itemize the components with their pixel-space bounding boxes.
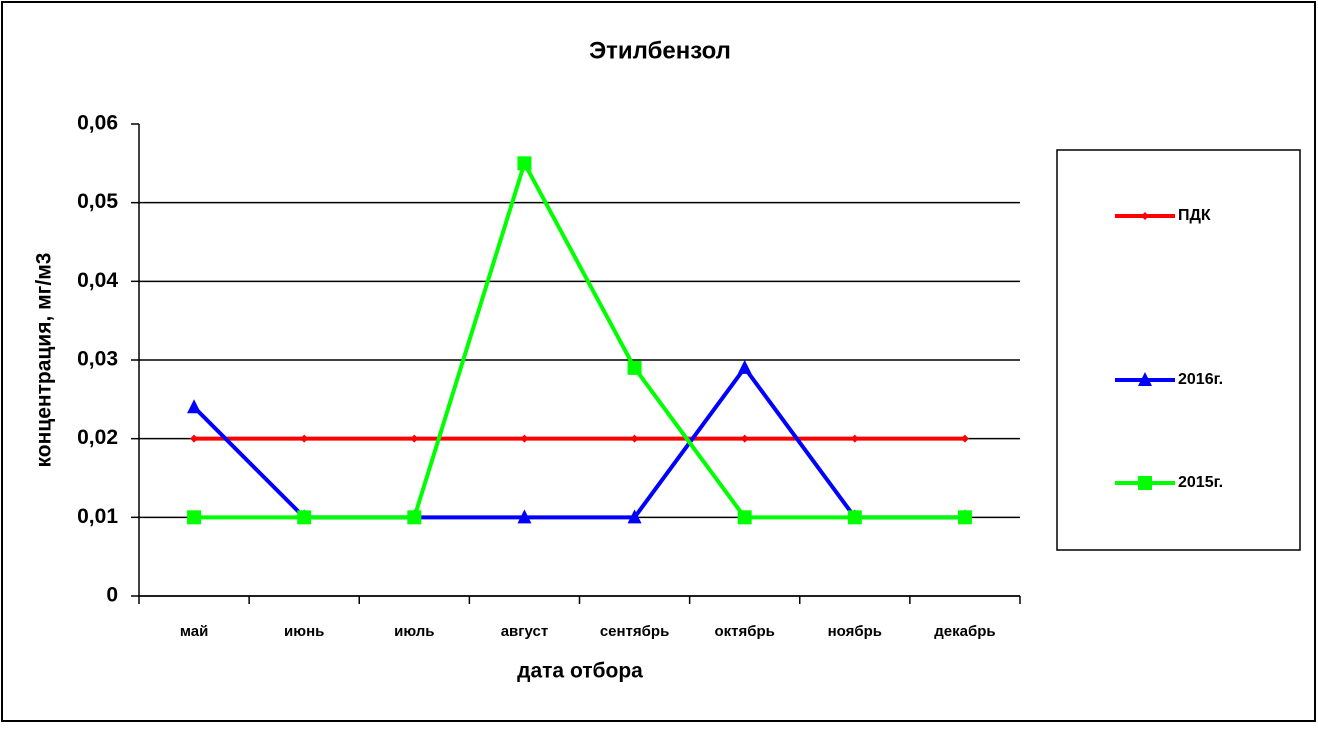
marker <box>960 434 969 443</box>
y-tick-label: 0,06 <box>77 112 118 135</box>
x-axis-label: дата отбора <box>517 660 643 683</box>
legend <box>1056 149 1301 551</box>
marker <box>737 359 752 374</box>
x-tick-label: ноябрь <box>828 623 882 640</box>
marker <box>407 510 422 525</box>
y-tick-label: 0 <box>106 584 118 607</box>
marker <box>627 509 642 524</box>
y-tick-label: 0,03 <box>77 348 118 371</box>
marker <box>1138 372 1152 386</box>
legend-label: 2016г. <box>1178 371 1223 388</box>
marker <box>410 434 419 443</box>
x-tick-label: октябрь <box>714 623 774 640</box>
marker <box>517 156 532 171</box>
x-tick-label: август <box>501 623 548 640</box>
y-tick-label: 0,04 <box>77 269 118 292</box>
marker <box>297 510 312 525</box>
chart-title: Этилбензол <box>589 37 731 64</box>
marker <box>957 510 972 525</box>
marker <box>737 510 752 525</box>
legend-label: ПДК <box>1178 207 1211 224</box>
y-tick-label: 0,02 <box>77 426 118 449</box>
marker <box>517 509 532 524</box>
marker <box>850 434 859 443</box>
marker <box>187 510 202 525</box>
y-tick-label: 0,05 <box>77 190 118 213</box>
marker <box>187 399 202 414</box>
marker <box>847 510 862 525</box>
y-tick-label: 0,01 <box>77 505 118 528</box>
marker <box>630 434 639 443</box>
y-axis-label: концентрация, мг/м3 <box>33 253 56 468</box>
marker <box>190 434 199 443</box>
legend-label: 2015г. <box>1178 474 1223 491</box>
marker <box>1138 476 1152 490</box>
x-tick-label: сентябрь <box>600 623 670 640</box>
x-tick-label: декабрь <box>934 623 995 640</box>
marker <box>520 434 529 443</box>
x-tick-label: июль <box>394 623 434 640</box>
x-tick-label: май <box>180 623 208 640</box>
marker <box>627 360 642 375</box>
marker <box>740 434 749 443</box>
x-tick-label: июнь <box>284 623 324 640</box>
marker <box>1141 212 1149 220</box>
series-line <box>194 158 965 520</box>
marker <box>300 434 309 443</box>
